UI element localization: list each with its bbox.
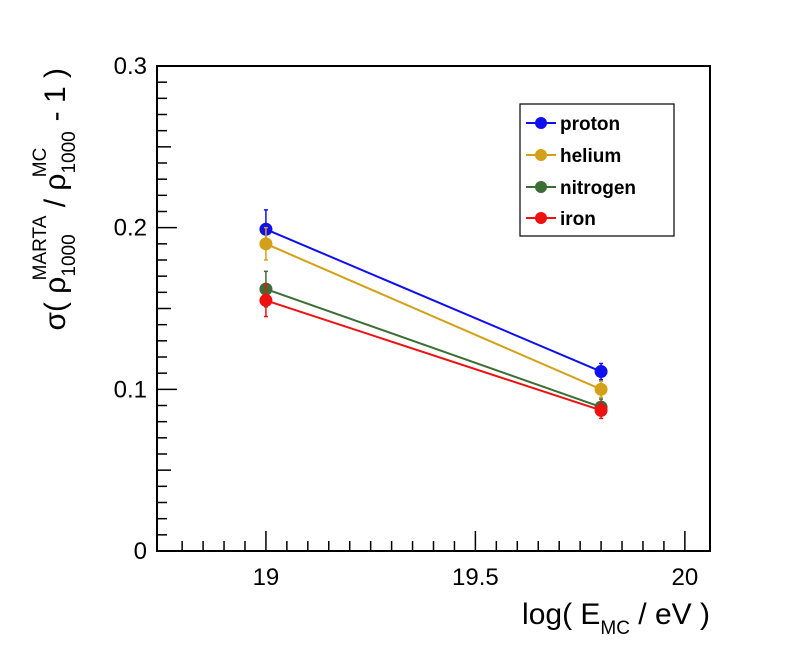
y-tick-label: 0.2 — [114, 215, 147, 242]
series-line-proton — [265, 228, 602, 373]
series-helium — [259, 226, 608, 399]
legend-marker-helium — [535, 149, 547, 161]
series-nitrogen — [259, 270, 608, 416]
data-point-iron — [259, 293, 273, 307]
legend-label-helium: helium — [560, 146, 621, 167]
data-point-helium — [259, 237, 273, 251]
legend-entry-nitrogen: nitrogen — [526, 178, 636, 199]
y-tick-label: 0.3 — [114, 53, 147, 80]
data-point-helium — [594, 382, 608, 396]
legend-label-proton: proton — [560, 114, 620, 135]
y-tick-label: 0 — [134, 538, 147, 565]
legend-entry-iron: iron — [526, 209, 596, 230]
series-line-iron — [265, 299, 602, 412]
x-tick-label: 19.5 — [452, 564, 499, 591]
series-line-nitrogen — [265, 288, 602, 409]
legend-marker-nitrogen — [535, 181, 547, 193]
legend-marker-iron — [535, 212, 547, 224]
x-axis-label: log( EMC / eV ) — [522, 598, 710, 639]
data-point-iron — [594, 403, 608, 417]
legend-entry-helium: helium — [526, 146, 621, 167]
legend-entry-proton: proton — [526, 114, 620, 135]
x-tick-label: 19 — [253, 564, 280, 591]
series-line-helium — [265, 242, 602, 391]
legend-marker-proton — [535, 117, 547, 129]
y-axis-label: σ( ρ1000MARTA / ρ1000MC - 1 ) — [30, 68, 80, 331]
series-iron — [259, 283, 608, 420]
data-point-proton — [594, 365, 608, 379]
x-tick-label: 20 — [672, 564, 699, 591]
legend-label-iron: iron — [560, 209, 596, 230]
legend: proton helium nitrogen iron — [519, 103, 675, 237]
legend-label-nitrogen: nitrogen — [560, 178, 636, 199]
y-tick-label: 0.1 — [114, 376, 147, 403]
